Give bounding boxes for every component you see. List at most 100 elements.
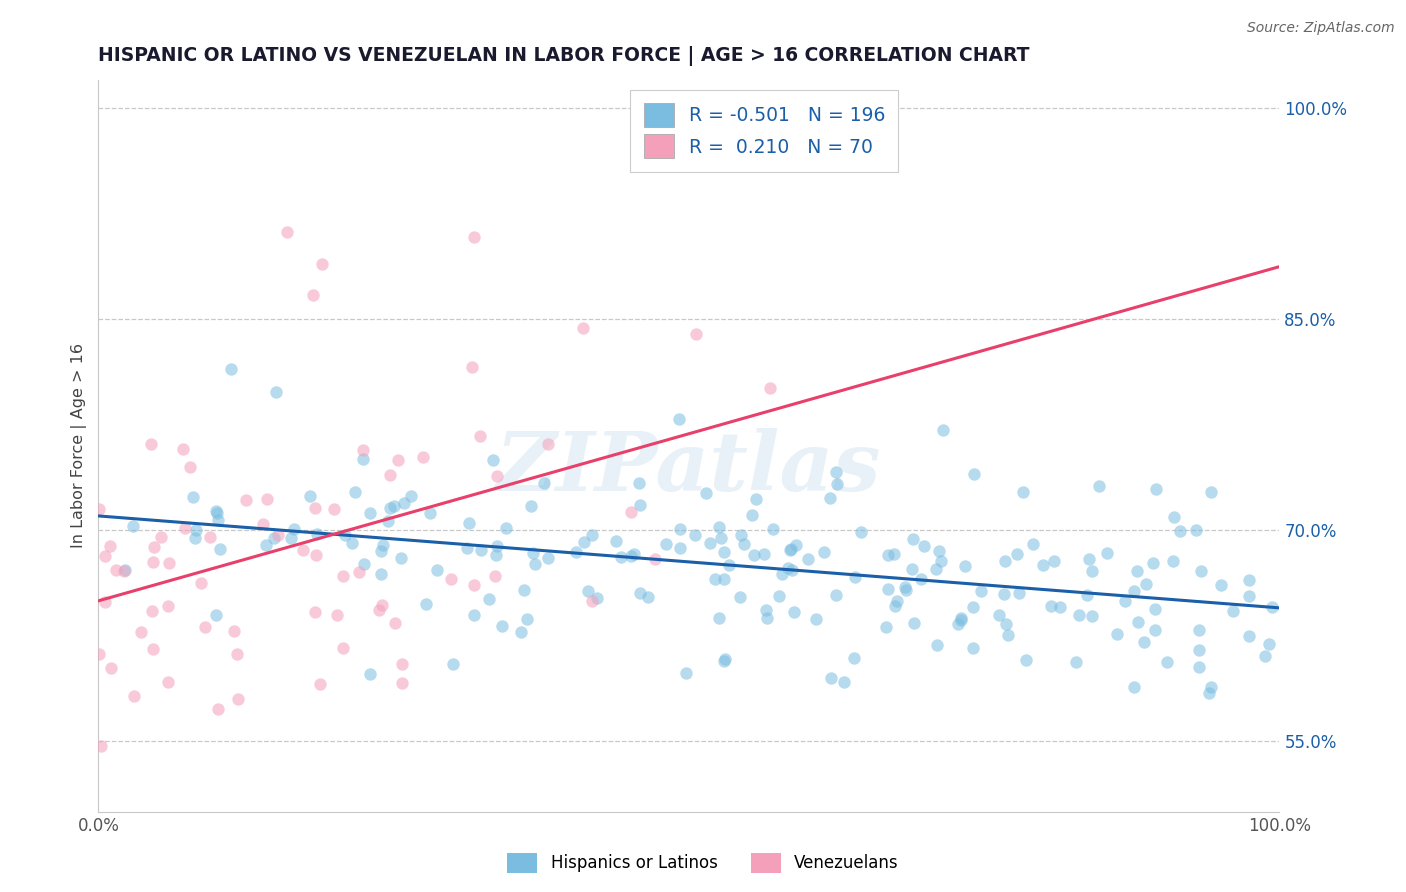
Point: [756, 610, 779, 624]
Point: [205, 506, 228, 520]
Point: [962, 600, 984, 615]
Point: [950, 611, 973, 625]
Point: [963, 467, 986, 482]
Point: [380, 501, 402, 516]
Point: [1133, 635, 1156, 649]
Point: [668, 541, 690, 556]
Point: [456, 541, 478, 555]
Point: [929, 554, 952, 568]
Point: [997, 628, 1019, 642]
Point: [713, 654, 735, 668]
Point: [995, 616, 1018, 631]
Point: [1168, 524, 1191, 539]
Point: [1254, 648, 1277, 663]
Point: [813, 545, 835, 559]
Point: [371, 598, 394, 612]
Point: [302, 288, 325, 302]
Point: [1156, 655, 1178, 669]
Point: [1067, 608, 1090, 623]
Point: [533, 475, 555, 490]
Point: [181, 491, 204, 505]
Point: [820, 671, 842, 685]
Point: [352, 452, 374, 467]
Point: [804, 612, 827, 626]
Point: [912, 539, 935, 553]
Point: [1222, 604, 1244, 618]
Point: [399, 489, 422, 503]
Point: [463, 230, 485, 244]
Point: [1211, 578, 1233, 592]
Point: [1128, 615, 1150, 629]
Point: [950, 613, 973, 627]
Point: [1097, 546, 1119, 560]
Point: [461, 359, 484, 374]
Point: [225, 647, 247, 661]
Point: [610, 550, 633, 565]
Point: [332, 569, 354, 583]
Point: [685, 527, 707, 541]
Point: [370, 544, 392, 558]
Point: [157, 599, 180, 613]
Point: [441, 657, 464, 672]
Point: [184, 523, 207, 537]
Point: [713, 545, 735, 559]
Point: [1257, 637, 1279, 651]
Point: [150, 530, 173, 544]
Point: [586, 591, 609, 606]
Y-axis label: In Labor Force | Age > 16: In Labor Force | Age > 16: [72, 343, 87, 549]
Point: [1122, 680, 1144, 694]
Point: [378, 468, 401, 483]
Point: [1049, 600, 1071, 615]
Point: [818, 491, 841, 505]
Point: [305, 548, 328, 562]
Point: [900, 562, 922, 576]
Point: [359, 506, 381, 520]
Point: [762, 522, 785, 536]
Point: [581, 594, 603, 608]
Point: [90, 739, 112, 753]
Point: [179, 459, 201, 474]
Point: [524, 557, 547, 571]
Point: [1188, 623, 1211, 637]
Point: [1012, 485, 1035, 500]
Point: [752, 547, 775, 561]
Point: [894, 580, 917, 594]
Point: [122, 519, 145, 533]
Point: [903, 616, 925, 631]
Point: [226, 691, 249, 706]
Point: [1189, 565, 1212, 579]
Point: [256, 492, 278, 507]
Point: [1126, 564, 1149, 578]
Point: [139, 436, 162, 450]
Point: [326, 608, 349, 623]
Point: [87, 501, 110, 516]
Point: [733, 537, 755, 551]
Point: [276, 225, 298, 239]
Point: [311, 257, 333, 271]
Point: [655, 537, 678, 551]
Point: [184, 532, 207, 546]
Point: [896, 582, 918, 597]
Point: [993, 587, 1015, 601]
Point: [142, 540, 165, 554]
Point: [988, 607, 1011, 622]
Point: [744, 549, 766, 563]
Point: [157, 674, 180, 689]
Point: [886, 594, 908, 608]
Point: [962, 641, 984, 656]
Point: [280, 531, 302, 545]
Point: [605, 533, 627, 548]
Point: [377, 514, 399, 528]
Point: [581, 528, 603, 542]
Point: [883, 547, 905, 561]
Point: [1081, 564, 1104, 578]
Point: [849, 525, 872, 540]
Point: [877, 582, 900, 596]
Point: [709, 519, 731, 533]
Point: [713, 573, 735, 587]
Point: [1188, 642, 1211, 657]
Point: [955, 558, 977, 573]
Point: [745, 492, 768, 507]
Point: [536, 551, 558, 566]
Point: [637, 590, 659, 604]
